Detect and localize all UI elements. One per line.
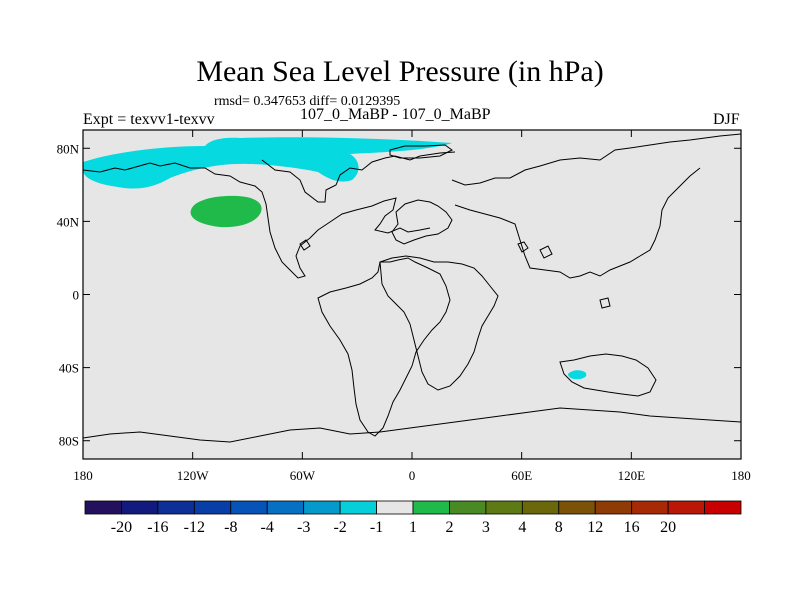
colorbar-label: -4 <box>261 519 274 536</box>
coastline-australia <box>559 353 657 397</box>
x-tick-label: 60W <box>290 468 316 483</box>
colorbar-swatch <box>84 500 122 515</box>
chart-title: Mean Sea Level Pressure (in hPa) <box>196 55 604 88</box>
colorbar-label: 2 <box>445 519 453 536</box>
coastline-north-america <box>82 162 431 279</box>
colorbar-label: 20 <box>660 519 676 536</box>
colorbar-swatch <box>594 500 633 515</box>
colorbar-label: -8 <box>224 519 237 536</box>
y-tick-label: 80N <box>57 141 80 156</box>
y-tick-label: 40S <box>59 361 79 376</box>
colorbar-swatch <box>485 500 523 515</box>
coastlines <box>82 133 742 443</box>
colorbar-swatch <box>193 500 232 515</box>
x-tick-label: 120E <box>618 468 646 483</box>
colorbar-swatch <box>157 500 195 515</box>
colorbar-label: 16 <box>624 519 640 536</box>
colorbar-label: -3 <box>297 519 310 536</box>
colorbar-swatch <box>266 500 305 515</box>
southern-indian-low-anomaly <box>568 370 587 380</box>
map-background <box>83 130 741 459</box>
x-tick-label: 120W <box>177 468 210 483</box>
colorbar-swatch <box>121 500 159 515</box>
colorbar-swatch <box>667 500 705 515</box>
colorbar-swatch <box>521 500 560 515</box>
colorbar-label: 8 <box>555 519 563 536</box>
colorbar-label: -16 <box>147 519 168 536</box>
x-tick-label: 60E <box>511 468 532 483</box>
coastline-greenland <box>389 144 453 159</box>
y-tick-label: 40N <box>57 214 80 229</box>
x-tick-label: 180 <box>73 468 93 483</box>
colorbar-label: -1 <box>370 519 383 536</box>
colorbar-labels: -20 -16 -12 -8 -4 -3 -2 -1 1 2 3 4 8 12 16 20 <box>111 519 676 536</box>
north-pacific-high-anomaly <box>190 195 262 228</box>
colorbar <box>84 500 742 515</box>
colorbar-label: 1 <box>409 519 417 536</box>
colorbar-swatch <box>230 500 268 515</box>
y-tick-label: 80S <box>59 434 79 449</box>
x-tick-label: 180 <box>731 468 751 483</box>
coastline-islands <box>299 239 611 309</box>
colorbar-swatch <box>449 500 487 515</box>
coastline-eurasia <box>451 133 742 186</box>
colorbar-label: 3 <box>482 519 490 536</box>
x-axis-ticks: 180 120W 60W 0 60E 120E 180 <box>73 130 751 483</box>
y-axis-ticks: 80N 40N 0 40S 80S <box>57 141 741 449</box>
colorbar-swatch <box>376 500 414 515</box>
season-label: DJF <box>713 111 740 128</box>
colorbar-swatch <box>704 500 742 515</box>
coastline-africa <box>379 255 499 391</box>
experiment-label: Expt = texvv1-texvv <box>83 111 215 128</box>
arctic-low-anomaly <box>83 137 452 189</box>
colorbar-label: 4 <box>518 519 526 536</box>
coastline-asia-south <box>454 167 701 279</box>
colorbar-swatch <box>303 500 341 515</box>
coastline-antarctica <box>82 407 742 443</box>
colorbar-swatch <box>558 500 596 515</box>
colorbar-swatch <box>339 500 377 515</box>
coastline-north-america-arctic <box>261 151 456 203</box>
chart-stats-subtitle: rmsd= 0.347653 diff= 0.0129395 <box>214 94 401 109</box>
colorbar-label: -12 <box>184 519 205 536</box>
x-tick-label: 0 <box>409 468 416 483</box>
colorbar-label: -2 <box>333 519 346 536</box>
colorbar-label: -20 <box>111 519 132 536</box>
colorbar-label: 12 <box>587 519 603 536</box>
comparison-label: 107_0_MaBP - 107_0_MaBP <box>300 106 491 123</box>
coastline-europe <box>391 199 453 245</box>
colorbar-swatch <box>412 500 450 515</box>
colorbar-swatch <box>631 500 669 515</box>
y-tick-label: 0 <box>73 288 80 303</box>
